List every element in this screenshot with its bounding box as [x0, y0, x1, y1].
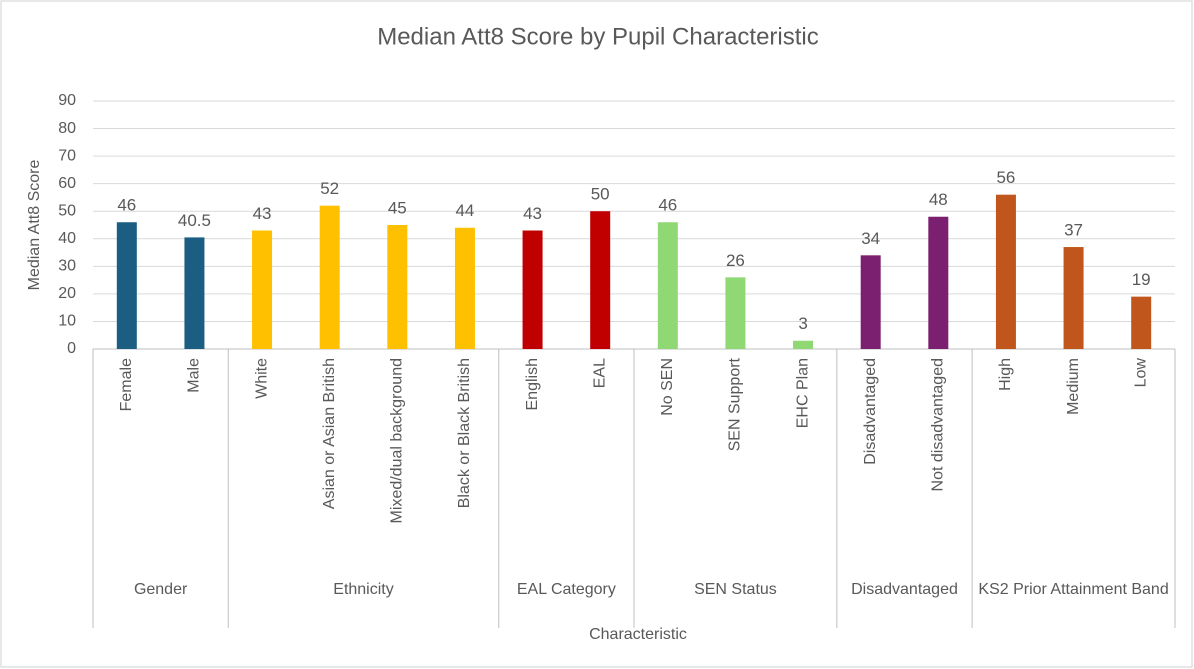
y-tick-label: 0: [67, 340, 76, 357]
data-label: 44: [455, 201, 474, 220]
y-tick-label: 40: [58, 230, 76, 247]
data-label: 19: [1132, 270, 1151, 289]
group-label: SEN Status: [694, 581, 777, 598]
group-label: Ethnicity: [333, 581, 394, 598]
y-tick-label: 90: [58, 92, 76, 109]
data-label: 52: [320, 179, 339, 198]
x-tick-label: Not disadvantaged: [930, 358, 947, 491]
x-tick-label: Male: [186, 358, 203, 393]
x-tick-label: SEN Support: [727, 357, 744, 451]
data-label: 43: [253, 204, 272, 223]
x-tick-label: EHC Plan: [794, 358, 811, 428]
bar: [1063, 247, 1084, 349]
x-tick-label: Mixed/dual background: [389, 358, 406, 523]
y-tick-label: 70: [58, 147, 76, 164]
y-tick-label: 80: [58, 120, 76, 137]
data-label: 50: [591, 185, 610, 204]
x-tick-label: Low: [1132, 358, 1149, 388]
x-tick-label: English: [524, 358, 541, 410]
data-label: 3: [798, 314, 807, 333]
data-label: 43: [523, 204, 542, 223]
data-label: 46: [117, 196, 136, 215]
bar: [590, 211, 611, 349]
data-label: 56: [996, 168, 1015, 187]
y-tick-label: 50: [58, 202, 76, 219]
data-label: 45: [388, 198, 407, 217]
bar: [860, 255, 881, 349]
bar: [387, 225, 408, 349]
data-label: 48: [929, 190, 948, 209]
x-tick-label: EAL: [591, 358, 608, 388]
bar: [928, 216, 949, 349]
group-label: EAL Category: [516, 581, 616, 598]
data-label: 34: [861, 229, 880, 248]
y-tick-label: 60: [58, 175, 76, 192]
bar: [657, 222, 678, 349]
data-label: 46: [658, 196, 677, 215]
x-tick-label: White: [253, 358, 270, 399]
bar: [995, 194, 1016, 349]
bar: [116, 222, 137, 349]
y-tick-label: 10: [58, 313, 76, 330]
bar: [1131, 296, 1152, 349]
group-label: Gender: [133, 581, 188, 598]
bar: [454, 227, 475, 349]
y-tick-label: 20: [58, 285, 76, 302]
x-tick-label: Asian or Asian British: [321, 358, 338, 509]
x-tick-label: Female: [118, 358, 135, 411]
data-label: 40.5: [178, 211, 211, 230]
group-label: Disadvantaged: [851, 581, 958, 598]
bar: [319, 205, 340, 349]
bar: [725, 277, 746, 349]
bar: [522, 230, 543, 349]
chart-title: Median Att8 Score by Pupil Characteristi…: [377, 23, 819, 50]
x-tick-label: No SEN: [659, 358, 676, 416]
bar: [252, 230, 273, 349]
bar: [793, 340, 814, 349]
group-label: KS2 Prior Attainment Band: [978, 581, 1169, 598]
data-label: 26: [726, 251, 745, 270]
x-axis-title: Characteristic: [589, 626, 687, 643]
x-tick-label: High: [997, 358, 1014, 391]
data-label: 37: [1064, 221, 1083, 240]
y-axis-title: Median Att8 Score: [26, 160, 43, 291]
x-tick-label: Medium: [1065, 358, 1082, 415]
x-tick-label: Black or Black British: [456, 358, 473, 508]
bar: [184, 237, 205, 349]
x-tick-label: Disadvantaged: [862, 358, 879, 465]
y-tick-label: 30: [58, 258, 76, 275]
